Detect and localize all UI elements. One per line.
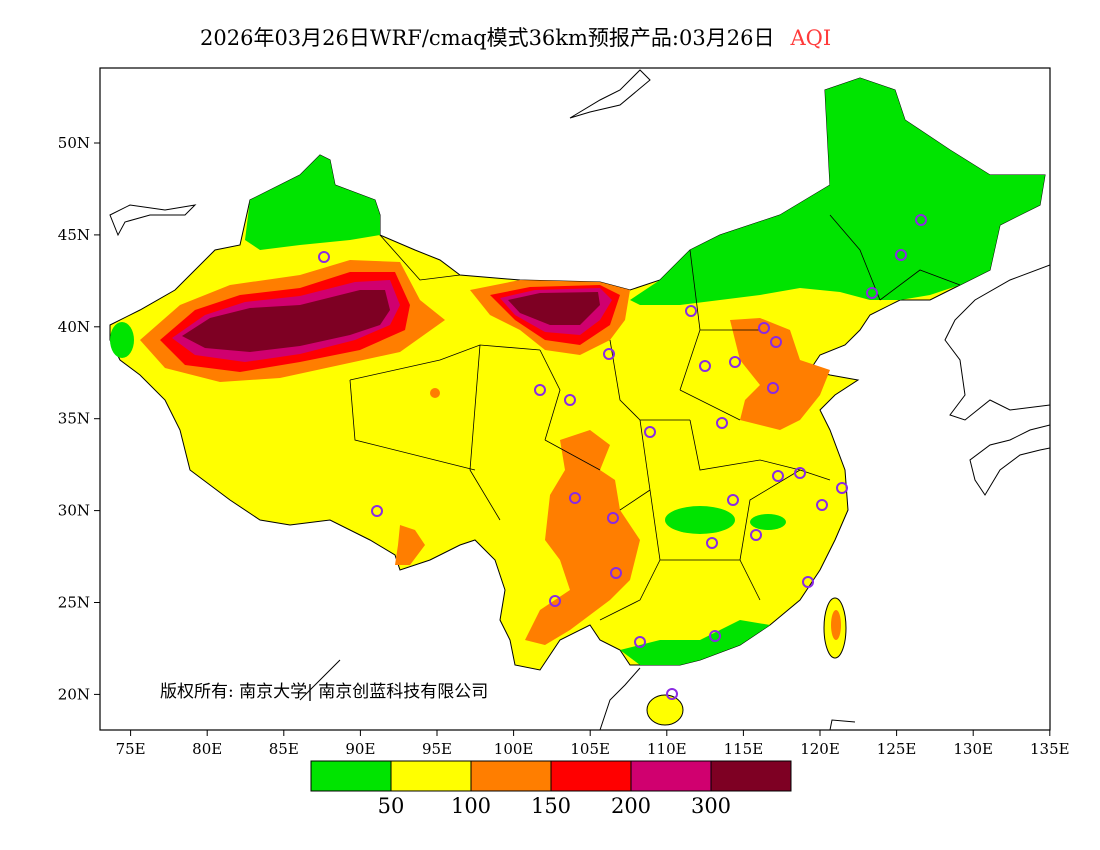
city-marker — [770, 336, 782, 348]
coastline-japan — [969, 424, 1050, 496]
city-marker — [634, 636, 646, 648]
coastline-korea — [944, 264, 1050, 421]
region-good-northeast — [630, 78, 1045, 305]
island-hainan — [646, 694, 684, 726]
region-unhealthy-sensitive-southwest-tibet — [395, 525, 425, 565]
lon-label: 130E — [953, 740, 993, 758]
region-hazardous-alxa — [508, 292, 600, 325]
city-marker — [709, 630, 721, 642]
region-unhealthy-sensitive-northchina — [730, 318, 830, 430]
region-good-northwest — [245, 155, 380, 250]
lon-label: 90E — [345, 740, 375, 758]
city-marker — [644, 426, 656, 438]
city-marker — [564, 394, 576, 406]
title-variable: AQI — [790, 26, 832, 50]
coastline-caspian — [109, 204, 197, 237]
legend-swatch — [550, 760, 632, 792]
city-marker — [706, 537, 718, 549]
legend-threshold: 50 — [378, 794, 405, 818]
color-legend: 50 100 150 200 300 — [310, 760, 792, 818]
city-marker — [758, 322, 770, 334]
map-frame — [99, 67, 1051, 731]
city-marker — [534, 384, 546, 396]
legend-threshold: 100 — [451, 794, 491, 818]
lon-label: 95E — [422, 740, 452, 758]
city-marker — [549, 595, 561, 607]
lat-label: 35N — [58, 410, 90, 428]
lat-label: 45N — [58, 226, 90, 244]
lat-label: 25N — [58, 594, 90, 612]
legend-swatch — [310, 760, 392, 792]
city-marker — [767, 382, 779, 394]
lat-label: 50N — [58, 134, 90, 152]
city-marker — [603, 348, 615, 360]
lat-label: 20N — [58, 685, 90, 703]
city-marker — [727, 494, 739, 506]
city-marker — [610, 567, 622, 579]
lon-label: 120E — [800, 740, 840, 758]
province-boundaries — [349, 214, 961, 621]
legend-swatch — [390, 760, 472, 792]
region-hazardous-taklimakan — [182, 290, 390, 352]
city-marker — [699, 360, 711, 372]
city-marker — [685, 305, 697, 317]
legend-threshold: 200 — [611, 794, 651, 818]
title-text: 2026年03月26日WRF/cmaq模式36km预报产品:03月26日 — [200, 26, 775, 50]
city-marker — [866, 287, 878, 299]
lat-label: 30N — [58, 502, 90, 520]
city-marker — [716, 417, 728, 429]
coastline-sakhalin — [569, 69, 651, 119]
legend-swatch — [470, 760, 552, 792]
lon-label: 110E — [647, 740, 687, 758]
map-axes: 75E 80E 85E 90E 95E 100E 105E 110E 115E 120E 125E 1… — [58, 134, 1070, 758]
city-marker — [318, 251, 330, 263]
legend-swatch — [710, 760, 792, 792]
city-marker — [794, 467, 806, 479]
map-title: 2026年03月26日WRF/cmaq模式36km预报产品:03月26日 AQI — [200, 22, 831, 52]
city-marker — [895, 249, 907, 261]
city-markers — [318, 214, 927, 700]
coastline-indochina — [299, 659, 856, 730]
city-marker — [836, 482, 848, 494]
lon-label: 105E — [570, 740, 610, 758]
lon-label: 125E — [877, 740, 917, 758]
region-unhealthy-qinghai-spot — [430, 388, 440, 398]
lon-label: 115E — [724, 740, 764, 758]
region-good-south — [620, 620, 770, 665]
lat-label: 40N — [58, 318, 90, 336]
legend-threshold: 300 — [691, 794, 731, 818]
taiwan-orange — [831, 610, 841, 640]
city-marker — [569, 492, 581, 504]
region-good-central — [665, 506, 735, 534]
region-unhealthy-sensitive-sichuan — [525, 430, 640, 645]
lon-label: 75E — [116, 740, 146, 758]
lon-label: 135E — [1030, 740, 1070, 758]
city-marker — [666, 688, 678, 700]
lon-label: 85E — [269, 740, 299, 758]
city-marker — [750, 529, 762, 541]
city-marker — [607, 512, 619, 524]
region-good-west-edge — [110, 322, 134, 358]
city-marker — [729, 356, 741, 368]
city-marker — [371, 505, 383, 517]
lon-label: 100E — [494, 740, 534, 758]
legend-threshold: 150 — [531, 794, 571, 818]
city-marker — [772, 470, 784, 482]
city-marker — [816, 499, 828, 511]
lon-label: 80E — [192, 740, 222, 758]
city-marker — [802, 576, 814, 588]
city-marker — [915, 214, 927, 226]
legend-swatch — [630, 760, 712, 792]
copyright-text: 版权所有: 南京大学| 南京创蓝科技有限公司 — [160, 682, 488, 702]
region-good-east — [750, 514, 786, 530]
